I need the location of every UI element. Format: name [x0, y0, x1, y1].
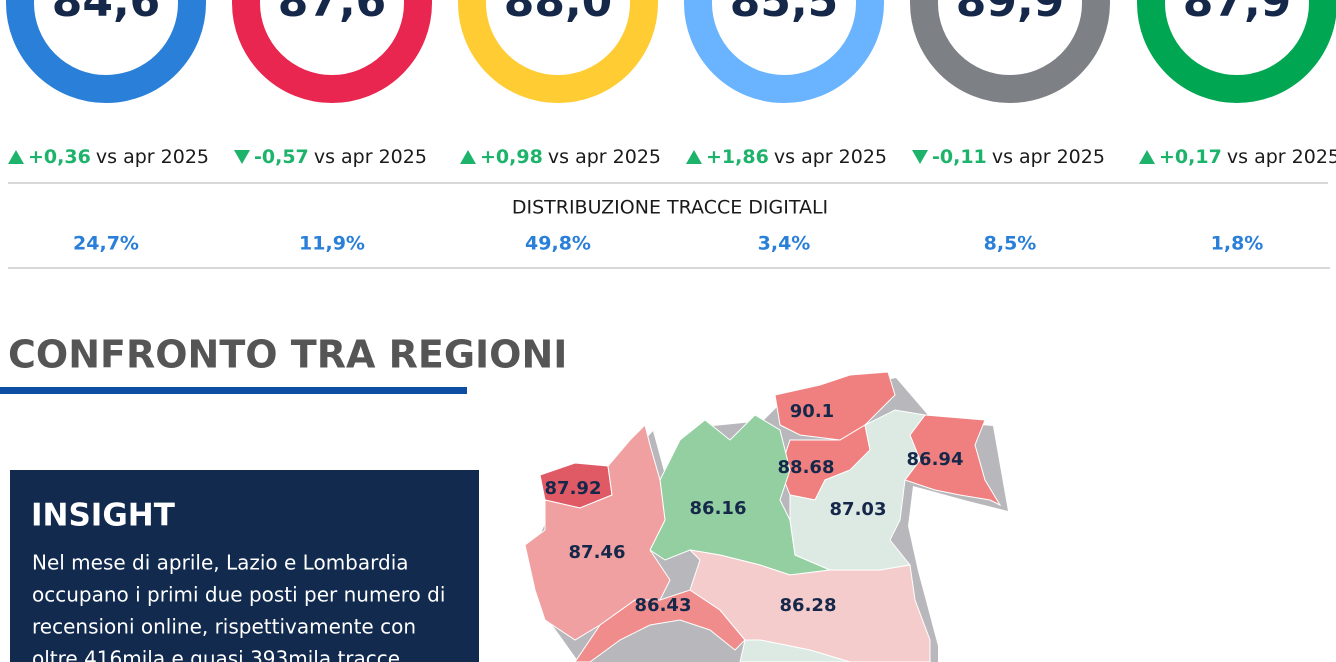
title-underline	[0, 387, 467, 394]
region-label: 86.16	[690, 498, 747, 519]
trend-arrow	[1139, 150, 1155, 164]
insight-line: occupano i primi due posti per numero di	[32, 583, 445, 607]
trend-arrow	[8, 150, 24, 164]
region-label: 86.94	[907, 449, 964, 470]
kpi-value: 89,9	[956, 0, 1065, 27]
region	[688, 549, 931, 662]
kpi-value: 85,5	[730, 0, 839, 27]
change-value: -0,11	[932, 146, 987, 168]
change-suffix: vs apr 2025	[96, 146, 209, 168]
section-title: CONFRONTO TRA REGIONI	[8, 333, 567, 377]
insight-line: oltre 416mila e quasi 393mila tracce	[32, 647, 400, 662]
change-suffix: vs apr 2025	[1227, 146, 1336, 168]
map-labels: 90.1 88.68 86.94 87.92 86.16 87.03 87.46 86.43 8…	[545, 401, 964, 616]
trend-arrow	[460, 150, 476, 164]
region	[739, 639, 851, 662]
change-suffix: vs apr 2025	[314, 146, 427, 168]
trend-arrow	[686, 150, 702, 164]
kpi-change: +0,98 vs apr 2025	[480, 146, 661, 168]
kpi-ring	[458, 0, 658, 103]
trend-arrow	[234, 150, 250, 164]
share: 11,9%	[299, 233, 365, 255]
region	[524, 424, 671, 641]
change-value: +1,86	[706, 146, 769, 168]
change-suffix: vs apr 2025	[548, 146, 661, 168]
map: 90.1 88.68 86.94 87.92 86.16 87.03 87.46 86.43 8…	[524, 371, 1008, 662]
change-value: +0,36	[28, 146, 91, 168]
region-label: 88.68	[778, 457, 835, 478]
region-label: 86.43	[635, 595, 692, 616]
kpi-change: +1,86 vs apr 2025	[706, 146, 887, 168]
change-value: -0,57	[254, 146, 309, 168]
share: 24,7%	[73, 233, 139, 255]
trend-arrow	[912, 150, 928, 164]
share: 1,8%	[1211, 233, 1264, 255]
kpi-change: -0,11 vs apr 2025	[932, 146, 1105, 168]
share: 8,5%	[984, 233, 1037, 255]
distribution-title: DISTRIBUZIONE TRACCE DIGITALI	[512, 197, 828, 219]
share: 3,4%	[758, 233, 811, 255]
kpi-ring	[910, 0, 1110, 103]
kpi-value: 87,9	[1183, 0, 1292, 27]
region	[574, 589, 746, 662]
insight-title: INSIGHT	[31, 498, 175, 534]
kpi-value: 84,6	[52, 0, 161, 27]
kpi-value: 87,6	[278, 0, 387, 27]
region-label: 87.92	[545, 478, 602, 499]
share: 49,8%	[525, 233, 591, 255]
kpi-row: 84,6 +0,36 vs apr 2025 24,7% 87,6 -0,57 vs a…	[6, 0, 1336, 255]
kpi-change: +0,36 vs apr 2025	[28, 146, 209, 168]
kpi-change: -0,57 vs apr 2025	[254, 146, 427, 168]
insight-line: Nel mese di aprile, Lazio e Lombardia	[32, 551, 409, 575]
insight-box	[10, 470, 479, 662]
insight-text: Nel mese di aprile, Lazio e Lombardia occ…	[32, 551, 445, 662]
kpi-ring	[1137, 0, 1336, 103]
change-suffix: vs apr 2025	[992, 146, 1105, 168]
kpi-ring	[6, 0, 206, 103]
insight-line: recensioni online, rispettivamente con	[32, 615, 416, 639]
region-label: 87.46	[569, 542, 626, 563]
region-label: 86.28	[780, 595, 837, 616]
kpi-ring	[232, 0, 432, 103]
region-label: 90.1	[790, 401, 834, 422]
change-value: +0,17	[1159, 146, 1222, 168]
region	[774, 371, 896, 441]
kpi-change: +0,17 vs apr 2025	[1159, 146, 1336, 168]
region-label: 87.03	[830, 499, 887, 520]
kpi-value: 88,0	[504, 0, 613, 27]
kpi-ring	[684, 0, 884, 103]
change-suffix: vs apr 2025	[774, 146, 887, 168]
change-value: +0,98	[480, 146, 543, 168]
